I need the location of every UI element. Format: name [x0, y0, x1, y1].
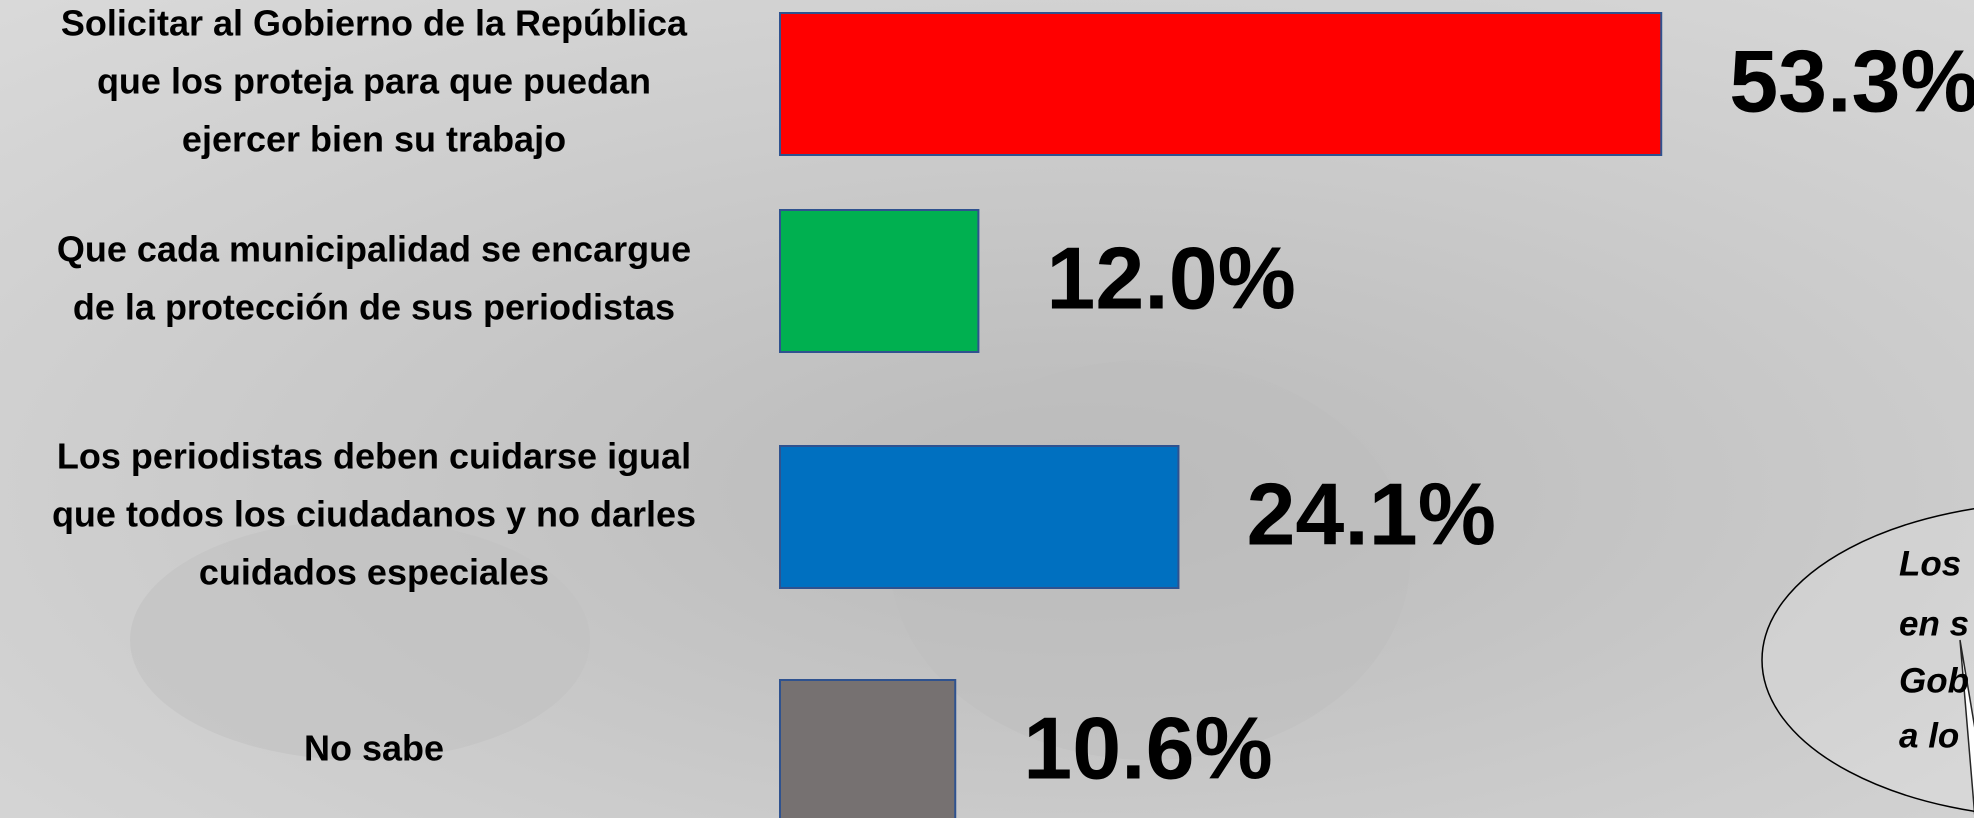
value-label: 24.1% — [1246, 464, 1496, 563]
value-label: 10.6% — [1023, 698, 1273, 797]
category-label: que los proteja para que puedan — [97, 61, 651, 102]
background-shape — [130, 520, 590, 760]
callout-line: a lo — [1899, 716, 1959, 755]
category-label: cuidados especiales — [199, 552, 549, 593]
bar — [779, 679, 957, 818]
value-label: 12.0% — [1046, 228, 1296, 327]
category-label: ejercer bien su trabajo — [182, 119, 566, 160]
plot: Solicitar al Gobierno de la República que… — [52, 3, 1974, 818]
callout — [1761, 508, 1974, 812]
category-label: que todos los ciudadanos y no darles — [52, 494, 696, 535]
callout-tail — [1959, 639, 1974, 816]
value-label: 53.3% — [1729, 31, 1974, 130]
bar — [779, 12, 1663, 156]
bar — [779, 445, 1180, 589]
callout-line: en s — [1899, 604, 1969, 643]
category-label: Que cada municipalidad se encargue — [57, 229, 691, 270]
callout-line: Gob — [1899, 661, 1969, 700]
callout-text: Los en s Gob a lo — [1899, 544, 1969, 755]
category-label: Solicitar al Gobierno de la República — [61, 3, 688, 44]
category-label: No sabe — [304, 728, 444, 769]
category-label: Los periodistas deben cuidarse igual — [57, 436, 691, 477]
category-label: de la protección de sus periodistas — [73, 287, 675, 328]
bar — [779, 209, 980, 353]
callout-line: Los — [1899, 544, 1961, 583]
